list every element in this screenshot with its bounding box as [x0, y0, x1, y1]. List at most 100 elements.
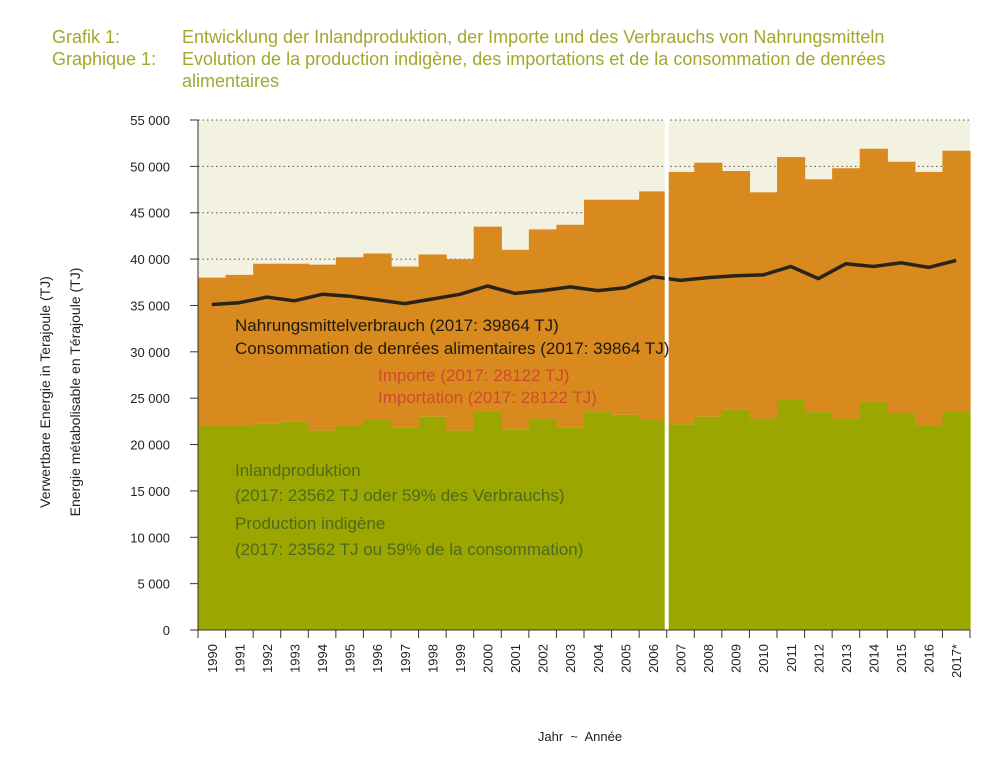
x-tick-label: 1997: [398, 644, 413, 673]
production-bar: [749, 418, 778, 630]
imports-bar: [584, 199, 613, 413]
production-bar: [859, 401, 888, 630]
annotation-imports-de: Importe (2017: 28122 TJ): [378, 366, 570, 385]
y-tick-label: 45 000: [130, 206, 170, 221]
y-tick-label: 0: [163, 623, 170, 638]
y-tick-label: 30 000: [130, 345, 170, 360]
production-bar: [666, 424, 695, 630]
annotation-production-fr-detail: (2017: 23562 TJ ou 59% de la consommatio…: [235, 540, 583, 559]
annotation-production-de: Inlandproduktion: [235, 461, 361, 480]
chart-title-fr: Evolution de la production indigène, des…: [182, 49, 886, 91]
imports-bar: [639, 191, 668, 420]
imports-bar: [942, 150, 971, 412]
x-tick-label: 2008: [701, 644, 716, 673]
imports-bar: [253, 263, 282, 424]
production-bar: [584, 412, 613, 630]
x-tick-label: 1995: [343, 644, 358, 673]
production-bar: [887, 413, 916, 630]
x-tick-label: 2006: [646, 644, 661, 673]
y-tick-label: 10 000: [130, 530, 170, 545]
x-tick-label: 2017*: [949, 644, 964, 678]
y-tick-label: 15 000: [130, 484, 170, 499]
x-tick-label: 2002: [536, 644, 551, 673]
x-tick-label: 1991: [232, 644, 247, 673]
x-tick-label: 2014: [867, 644, 882, 673]
x-tick-label: 1999: [453, 644, 468, 673]
y-tick-label: 55 000: [130, 113, 170, 128]
x-tick-label: 1994: [315, 644, 330, 673]
annotation-consumption-de: Nahrungsmittelverbrauch (2017: 39864 TJ): [235, 316, 559, 335]
x-tick-label: 2001: [508, 644, 523, 673]
annotation-production-fr: Production indigène: [235, 514, 385, 533]
x-tick-label: 1996: [370, 644, 385, 673]
imports-bar: [198, 277, 227, 426]
production-bar: [501, 429, 530, 630]
x-tick-label: 2000: [481, 644, 496, 673]
imports-bar: [363, 253, 392, 420]
y-tick-label: 25 000: [130, 391, 170, 406]
production-bar: [914, 426, 944, 630]
imports-bar: [721, 171, 751, 410]
imports-bar: [749, 192, 778, 419]
axes: [190, 120, 970, 631]
y-tick-label: 50 000: [130, 159, 170, 174]
x-tick-label: 2011: [784, 644, 799, 672]
y-tick-label: 35 000: [130, 298, 170, 313]
x-tick-labels: 1990 1991 1992 1993 1994 1995 1996 1997 1998 1999…: [197, 630, 971, 678]
chart-title-de-row: Grafik 1: Entwicklung der Inlandproduktio…: [52, 26, 982, 48]
x-tick-label: 1993: [288, 644, 303, 673]
y-axis-label-de: Verwertbare Energie in Terajoule (TJ): [37, 276, 53, 508]
x-tick-label: 2003: [563, 644, 578, 673]
production-bar: [280, 421, 309, 630]
production-bar: [777, 400, 806, 630]
imports-bar: [666, 171, 695, 425]
production-bar: [832, 418, 861, 630]
x-tick-label: 2005: [618, 644, 633, 673]
imports-bar: [914, 171, 944, 426]
production-bar: [528, 418, 558, 630]
imports-bar: [832, 168, 861, 419]
imports-bar: [308, 264, 337, 431]
annotation-production-de-detail: (2017: 23562 TJ oder 59% des Verbrauchs): [235, 486, 565, 505]
annotation-consumption-fr: Consommation de denrées alimentaires (20…: [235, 339, 669, 358]
x-tick-label: 2007: [674, 644, 689, 673]
x-tick-label: 1990: [205, 644, 220, 673]
production-bar: [473, 411, 502, 630]
production-bar: [225, 426, 254, 630]
imports-bar: [501, 249, 530, 430]
stacked-bars: [198, 148, 971, 630]
production-bar: [942, 411, 971, 630]
x-tick-label: 2016: [922, 644, 937, 673]
y-tick-label: 20 000: [130, 438, 170, 453]
production-bar: [694, 416, 723, 630]
y-axis-label-fr: Energie métabolisable en Térajoule (TJ): [67, 268, 83, 517]
imports-bar: [804, 179, 833, 413]
imports-bar: [859, 148, 888, 402]
imports-bar: [777, 157, 806, 401]
x-tick-label: 2013: [839, 644, 854, 673]
imports-bar: [887, 161, 916, 414]
x-axis-label: Jahr ~ Année: [538, 729, 622, 744]
annotation-imports-fr: Importation (2017: 28122 TJ): [378, 388, 597, 407]
imports-bar: [418, 254, 447, 417]
production-bar: [308, 430, 337, 630]
production-bar: [391, 427, 420, 630]
x-tick-label: 2004: [591, 644, 606, 673]
production-bar: [363, 419, 392, 630]
x-tick-label: 2015: [894, 644, 909, 673]
production-bar: [335, 426, 365, 630]
imports-bar: [611, 199, 640, 415]
chart-title-de: Entwicklung der Inlandproduktion, der Im…: [182, 27, 885, 47]
imports-bar: [335, 257, 365, 426]
production-bar: [556, 427, 585, 630]
y-tick-labels: 0 5 000 10 000 15 000 20 000 25 000 30 000 35 0…: [130, 113, 198, 638]
production-bar: [639, 419, 668, 630]
chart-number-de: Grafik 1:: [52, 27, 121, 47]
chart-number-fr: Graphique 1:: [52, 49, 157, 69]
production-bar: [446, 430, 475, 630]
x-tick-label: 1998: [425, 644, 440, 673]
y-tick-label: 40 000: [130, 252, 170, 267]
x-tick-label: 1992: [260, 644, 275, 673]
imports-bar: [446, 259, 475, 431]
